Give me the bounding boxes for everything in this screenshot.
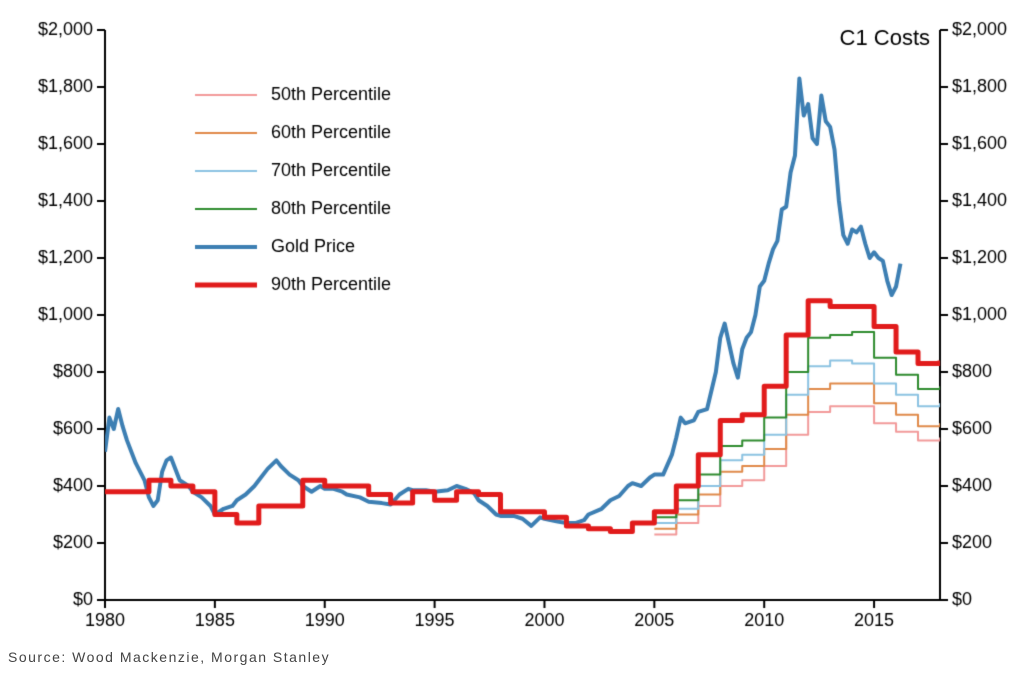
c1-costs-chart bbox=[0, 0, 1014, 679]
source-attribution: Source: Wood Mackenzie, Morgan Stanley bbox=[8, 649, 330, 665]
chart-container: Source: Wood Mackenzie, Morgan Stanley bbox=[0, 0, 1014, 679]
